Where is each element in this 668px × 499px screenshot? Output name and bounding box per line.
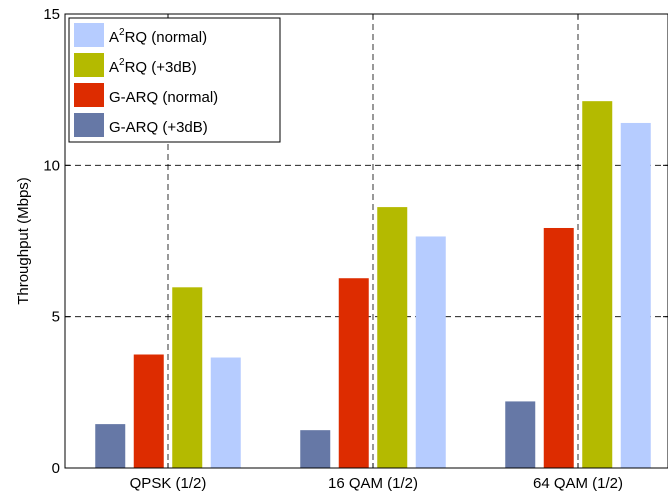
y-axis-label: Throughput (Mbps) <box>15 177 32 305</box>
bar <box>300 430 331 468</box>
legend-swatch <box>74 113 104 137</box>
legend-label: G-ARQ (normal) <box>109 89 218 106</box>
bar <box>95 424 126 468</box>
legend-swatch <box>74 53 104 77</box>
bars <box>95 101 651 469</box>
bar <box>377 207 408 469</box>
x-tick-label: 64 QAM (1/2) <box>533 475 623 492</box>
y-tick-label: 0 <box>52 460 60 477</box>
bar <box>543 227 574 468</box>
legend: A2RQ (normal) A2RQ (+3dB) G-ARQ (normal) G-… <box>68 17 281 143</box>
legend-label: A2RQ (normal) <box>109 27 207 46</box>
bar <box>415 236 446 468</box>
bar <box>338 278 369 468</box>
legend-swatch <box>74 23 104 47</box>
bar <box>582 101 613 468</box>
legend-label: A2RQ (+3dB) <box>109 57 197 76</box>
bar <box>505 401 536 468</box>
bar <box>210 357 241 468</box>
x-tick-label: QPSK (1/2) <box>130 475 207 492</box>
legend-swatch <box>74 83 104 107</box>
bar <box>133 354 164 468</box>
x-tick-label: 16 QAM (1/2) <box>328 475 418 492</box>
y-tick-label: 5 <box>52 309 60 326</box>
legend-box <box>68 17 281 143</box>
plot-frame <box>64 13 668 469</box>
y-tick-label: 10 <box>43 157 60 174</box>
y-tick-label: 15 <box>43 6 60 23</box>
bar <box>620 122 651 469</box>
axis-ticks: 0 5 10 15 QPSK (1/2) 16 QAM (1/2) 64 QAM (1/2) <box>43 6 668 492</box>
legend-label: G-ARQ (+3dB) <box>109 119 208 136</box>
bar <box>172 287 203 468</box>
